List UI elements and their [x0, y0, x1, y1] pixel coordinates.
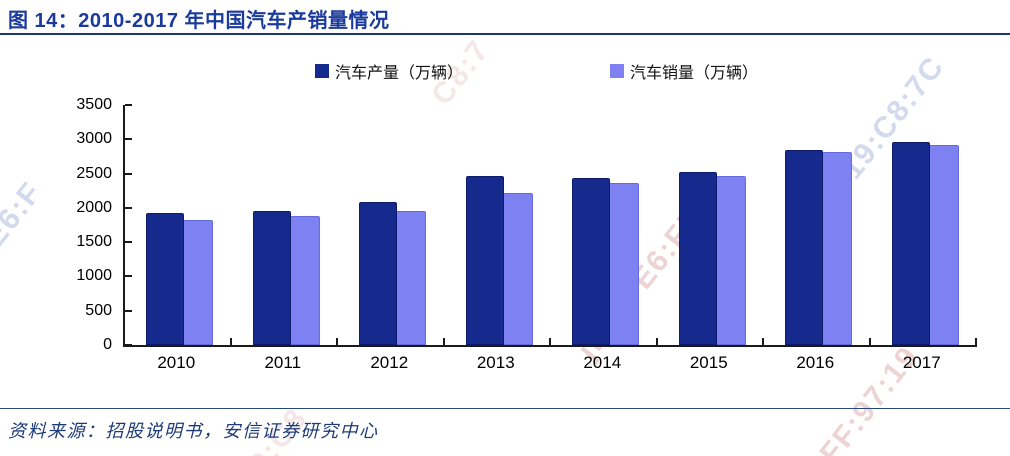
- title-divider: [0, 33, 1010, 35]
- bar-production-2015: [678, 172, 717, 345]
- bar-production-2011: [252, 211, 291, 345]
- x-axis-tick: [549, 338, 551, 345]
- y-axis-tick-label: 3500: [76, 96, 112, 113]
- bar-production-2013: [465, 176, 504, 345]
- production-swatch-icon: [315, 64, 329, 78]
- bar-production-2012: [359, 202, 397, 345]
- legend-item-sales: 汽车销量（万辆）: [610, 59, 758, 83]
- figure-title: 图 14：2010-2017 年中国汽车产销量情况: [8, 10, 390, 32]
- x-axis-label-2012: 2012: [370, 353, 409, 372]
- y-axis-tick-label: 2000: [76, 198, 112, 216]
- x-axis-label-2011: 2011: [264, 353, 302, 372]
- x-axis-label-2010: 2010: [157, 353, 196, 372]
- y-axis-tick-label: 500: [85, 301, 112, 319]
- x-axis-tick: [442, 338, 445, 345]
- x-axis-label-2014: 2014: [583, 353, 622, 372]
- x-axis-label-2017: 2017: [902, 353, 941, 372]
- x-axis-tick: [975, 338, 977, 345]
- x-axis-label-2013: 2013: [476, 353, 515, 372]
- y-axis-tick-label: 3000: [76, 130, 112, 148]
- y-axis-tick: [125, 275, 132, 278]
- plot-area: [123, 105, 977, 347]
- x-axis-label-2016: 2016: [796, 353, 835, 372]
- x-axis-tick: [655, 338, 658, 345]
- y-axis-tick: [125, 104, 132, 106]
- y-axis-tick: [125, 206, 132, 209]
- y-axis-tick: [125, 309, 132, 312]
- source-divider: [0, 408, 1010, 409]
- x-axis-tick: [229, 338, 232, 345]
- x-axis-tick: [762, 338, 764, 345]
- y-axis-tick: [125, 138, 132, 141]
- source-note: 资料来源：招股说明书，安信证券研究中心: [8, 421, 379, 441]
- x-axis-label-2015: 2015: [689, 353, 728, 372]
- x-axis-tick: [868, 338, 871, 345]
- sales-swatch-icon: [610, 64, 624, 78]
- x-axis-tick: [336, 338, 338, 345]
- legend-label-sales: 汽车销量（万辆）: [630, 65, 759, 82]
- bar-production-2017: [891, 142, 930, 345]
- y-axis-tick: [125, 241, 132, 244]
- y-axis-tick-label: 2500: [76, 164, 112, 182]
- y-axis-tick: [125, 172, 132, 175]
- legend-item-production: 汽车产量（万辆）: [315, 59, 463, 83]
- y-axis-tick-label: 1500: [76, 233, 112, 251]
- y-axis-tick-label: 0: [103, 336, 112, 353]
- bar-production-2016: [785, 150, 823, 345]
- bar-production-2014: [572, 178, 610, 345]
- y-axis-tick-label: 1000: [76, 267, 112, 285]
- bar-production-2010: [146, 213, 184, 345]
- y-axis-tick: [125, 344, 132, 346]
- legend-label-production: 汽车产量（万辆）: [335, 65, 464, 82]
